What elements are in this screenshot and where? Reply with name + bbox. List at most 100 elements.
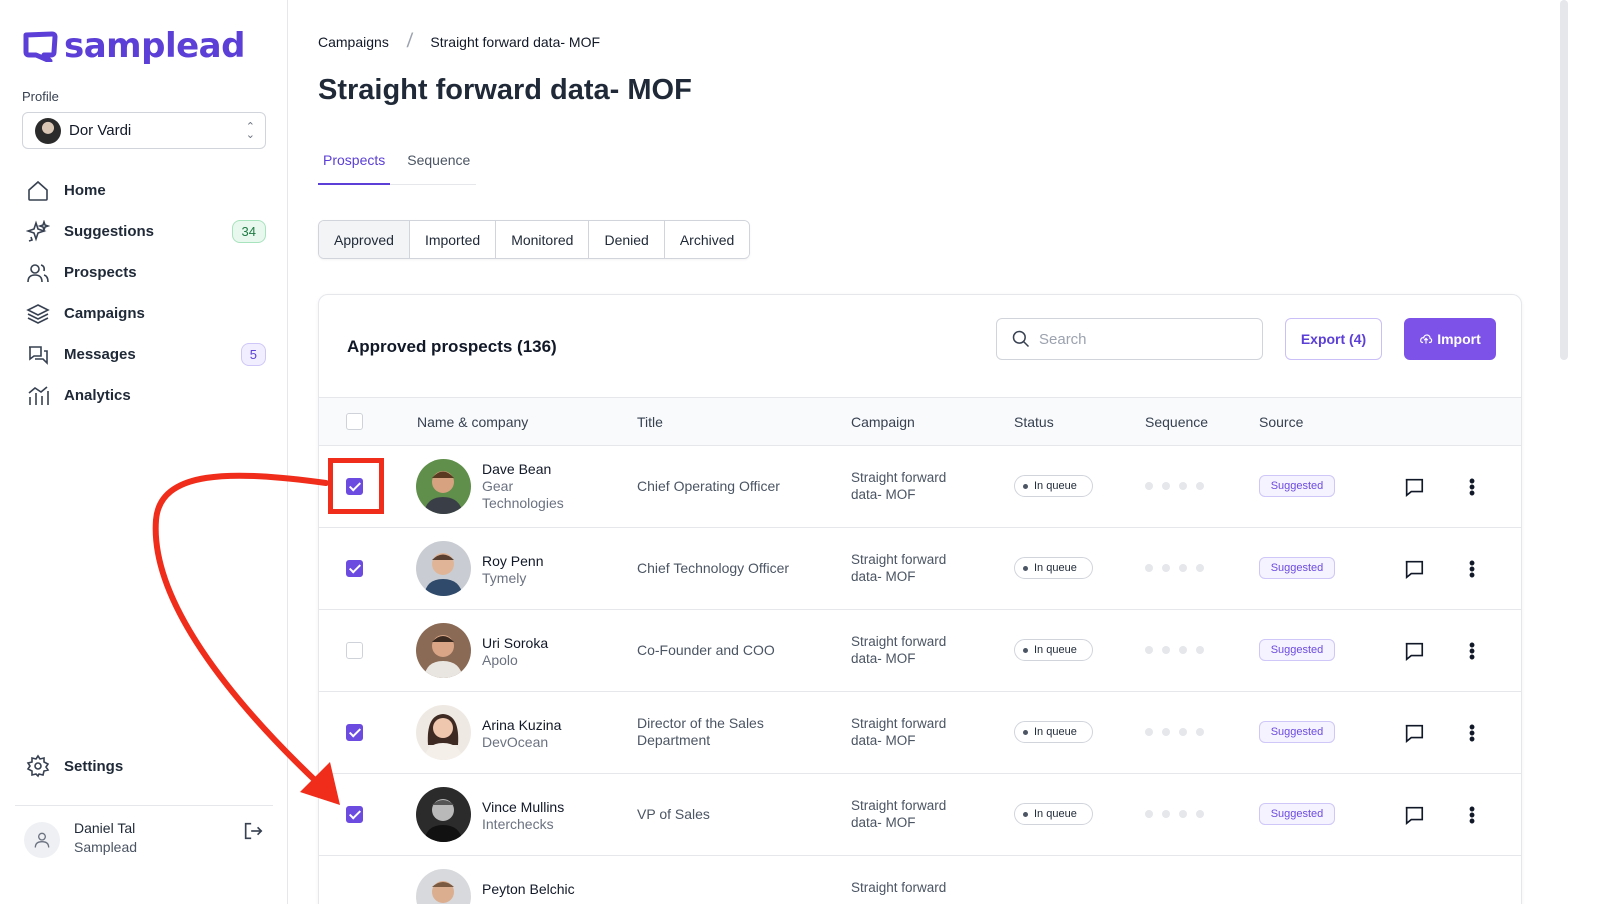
table-row[interactable]: Arina Kuzina DevOcean Director of the Sa… bbox=[319, 692, 1521, 774]
status-badge: In queue bbox=[1014, 475, 1093, 497]
prospect-title: Chief Operating Officer bbox=[637, 478, 780, 494]
export-button[interactable]: Export (4) bbox=[1285, 318, 1382, 360]
chat-icon bbox=[29, 345, 48, 365]
more-options-icon[interactable]: • • • bbox=[1468, 553, 1476, 585]
sidebar-item-analytics[interactable]: Analytics bbox=[22, 375, 266, 416]
breadcrumb-campaigns-link[interactable]: Campaigns bbox=[318, 33, 389, 50]
tab-sequence[interactable]: Sequence bbox=[407, 152, 471, 168]
card-title: Approved prospects (136) bbox=[347, 337, 557, 356]
header-source: Source bbox=[1259, 414, 1304, 430]
sequence-step-dot bbox=[1196, 564, 1204, 572]
status-label: In queue bbox=[1034, 562, 1077, 574]
table-row[interactable]: Uri Soroka Apolo Co-Founder and COO Stra… bbox=[319, 610, 1521, 692]
search-input[interactable]: Search bbox=[996, 318, 1263, 360]
sidebar-item-prospects[interactable]: Prospects bbox=[22, 252, 266, 293]
main-content: Campaigns / Straight forward data- MOF S… bbox=[288, 0, 1568, 904]
user-org: Samplead bbox=[74, 839, 138, 855]
import-label: Import bbox=[1437, 331, 1481, 347]
sidebar-item-settings[interactable]: Settings bbox=[26, 754, 123, 778]
prospect-name[interactable]: Peyton Belchic bbox=[482, 881, 575, 897]
filter-archived[interactable]: Archived bbox=[664, 221, 750, 258]
filter-approved[interactable]: Approved bbox=[319, 221, 410, 258]
status-label: In queue bbox=[1034, 480, 1077, 492]
prospect-campaign-line2: data- MOF bbox=[851, 733, 916, 748]
sidebar-divider bbox=[15, 805, 273, 806]
table-row[interactable]: Vince Mullins Interchecks VP of Sales St… bbox=[319, 774, 1521, 856]
more-options-icon[interactable]: • • • bbox=[1468, 799, 1476, 831]
sidebar-nav: Home Suggestions 34 Prospects Campaigns … bbox=[22, 170, 266, 416]
page-scrollbar[interactable] bbox=[1560, 0, 1568, 360]
status-dot-icon bbox=[1023, 483, 1028, 489]
select-all-checkbox[interactable] bbox=[346, 413, 363, 430]
sparkles-icon bbox=[26, 219, 50, 242]
breadcrumb-separator: / bbox=[405, 30, 414, 52]
sidebar-item-label: Campaigns bbox=[64, 305, 145, 322]
sidebar-item-campaigns[interactable]: Campaigns bbox=[22, 293, 266, 334]
prospect-title: VP of Sales bbox=[637, 806, 710, 822]
user-name: Daniel Tal bbox=[74, 820, 136, 836]
messages-count-badge: 5 bbox=[240, 343, 266, 366]
prospect-company: Gear Technologies bbox=[482, 478, 564, 511]
logout-icon[interactable] bbox=[242, 820, 264, 842]
prospect-name[interactable]: Vince Mullins bbox=[482, 799, 565, 815]
prospect-campaign-line1: Straight forward bbox=[851, 716, 947, 731]
prospect-name[interactable]: Roy Penn bbox=[482, 553, 544, 569]
sequence-step-dot bbox=[1196, 482, 1204, 490]
sidebar-item-home[interactable]: Home bbox=[22, 170, 266, 211]
filter-denied[interactable]: Denied bbox=[589, 221, 665, 258]
status-dot-icon bbox=[1023, 647, 1028, 653]
sequence-step-dot bbox=[1145, 728, 1153, 736]
message-icon[interactable] bbox=[1403, 804, 1425, 826]
prospect-campaign-line1: Straight forward bbox=[851, 470, 947, 485]
source-badge: Suggested bbox=[1259, 639, 1335, 661]
row-checkbox[interactable] bbox=[346, 806, 363, 823]
message-icon[interactable] bbox=[1403, 476, 1425, 498]
prospect-avatar bbox=[416, 869, 471, 904]
sidebar-item-label: Analytics bbox=[64, 387, 131, 404]
message-icon[interactable] bbox=[1403, 558, 1425, 580]
table-row[interactable]: Dave Bean Gear Technologies Chief Operat… bbox=[319, 446, 1521, 528]
more-options-icon[interactable]: • • • bbox=[1468, 717, 1476, 749]
breadcrumb: Campaigns / Straight forward data- MOF bbox=[318, 30, 600, 53]
profile-select[interactable]: Dor Vardi ⌃ ⌄ bbox=[22, 112, 266, 149]
sidebar-item-suggestions[interactable]: Suggestions 34 bbox=[22, 211, 266, 252]
table-row[interactable]: Roy Penn Tymely Chief Technology Officer… bbox=[319, 528, 1521, 610]
import-button[interactable]: Import bbox=[1404, 318, 1496, 360]
row-checkbox[interactable] bbox=[346, 724, 363, 741]
table-row[interactable]: Peyton Belchic Straight forward bbox=[319, 856, 1521, 904]
row-checkbox[interactable] bbox=[346, 478, 363, 495]
prospect-name[interactable]: Dave Bean bbox=[482, 461, 552, 477]
message-icon[interactable] bbox=[1403, 640, 1425, 662]
tabs: Prospects Sequence bbox=[318, 148, 476, 185]
user-box: Daniel Tal Samplead bbox=[24, 820, 274, 858]
message-icon[interactable] bbox=[1403, 722, 1425, 744]
row-checkbox[interactable] bbox=[346, 560, 363, 577]
sequence-step-dot bbox=[1162, 810, 1170, 818]
tab-prospects[interactable]: Prospects bbox=[318, 148, 391, 185]
sequence-step-dot bbox=[1196, 810, 1204, 818]
filter-monitored[interactable]: Monitored bbox=[496, 221, 590, 258]
search-icon bbox=[1012, 330, 1030, 348]
sidebar: samplead Profile Dor Vardi ⌃ ⌄ Home Sugge… bbox=[0, 0, 288, 904]
sequence-step-dot bbox=[1196, 728, 1204, 736]
prospect-title: Chief Technology Officer bbox=[637, 560, 790, 576]
row-checkbox[interactable] bbox=[346, 642, 363, 659]
sidebar-item-messages[interactable]: Messages 5 bbox=[22, 334, 266, 375]
analytics-icon bbox=[28, 385, 49, 405]
chevron-up-down-icon: ⌃ ⌄ bbox=[245, 120, 255, 141]
sidebar-item-label: Messages bbox=[64, 346, 136, 363]
header-sequence: Sequence bbox=[1145, 414, 1209, 430]
more-options-icon[interactable]: • • • bbox=[1468, 635, 1476, 667]
header-name: Name & company bbox=[417, 414, 529, 430]
status-label: In queue bbox=[1034, 644, 1077, 656]
sequence-step-dot bbox=[1145, 810, 1153, 818]
annotation-highlight-box bbox=[328, 458, 384, 514]
more-options-icon[interactable]: • • • bbox=[1468, 471, 1476, 503]
prospect-name[interactable]: Uri Soroka bbox=[482, 635, 549, 651]
filter-imported[interactable]: Imported bbox=[409, 221, 497, 258]
samplead-logo[interactable]: samplead bbox=[22, 26, 245, 66]
prospect-avatar bbox=[416, 787, 471, 842]
users-icon bbox=[27, 263, 49, 282]
source-badge: Suggested bbox=[1259, 803, 1335, 825]
prospect-name[interactable]: Arina Kuzina bbox=[482, 717, 562, 733]
